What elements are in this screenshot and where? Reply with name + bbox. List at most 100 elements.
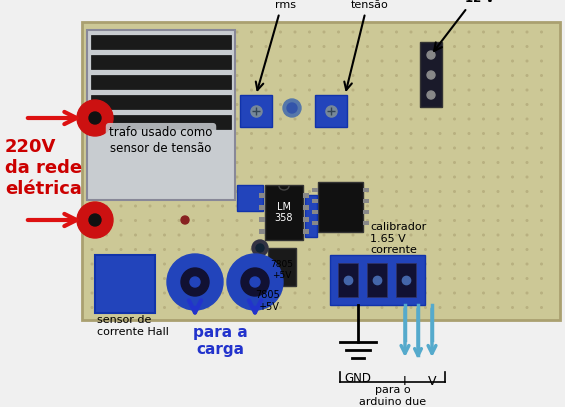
Circle shape [468,176,470,178]
Circle shape [265,89,267,91]
Circle shape [149,191,151,192]
Circle shape [221,292,223,294]
Circle shape [91,278,93,279]
Circle shape [120,31,122,33]
Text: calibrador
1.65V
tensão: calibrador 1.65V tensão [342,0,398,90]
Bar [259,193,265,198]
Circle shape [236,307,238,308]
Circle shape [454,278,455,279]
Circle shape [526,307,528,308]
Circle shape [497,234,499,236]
Bar [303,229,309,234]
Circle shape [251,46,253,47]
Circle shape [91,176,93,178]
Circle shape [265,162,267,163]
Circle shape [106,133,107,134]
Circle shape [91,104,93,105]
Circle shape [251,89,253,91]
Circle shape [497,191,499,192]
Circle shape [164,147,166,149]
Circle shape [236,46,238,47]
Circle shape [541,249,542,250]
Circle shape [308,307,310,308]
Circle shape [207,75,209,76]
Circle shape [149,75,151,76]
Circle shape [352,278,354,279]
Circle shape [280,118,281,120]
Circle shape [308,176,310,178]
Circle shape [425,89,427,91]
Circle shape [410,191,412,192]
Bar [265,185,303,240]
Bar [420,42,442,107]
Circle shape [193,278,194,279]
Circle shape [207,89,209,91]
Circle shape [207,133,209,134]
Circle shape [439,60,441,62]
Circle shape [134,307,136,308]
Circle shape [439,307,441,308]
Circle shape [483,234,484,236]
Circle shape [106,60,107,62]
Text: sensor de
corrente Hall: sensor de corrente Hall [97,315,169,337]
Circle shape [338,75,340,76]
Circle shape [367,234,368,236]
Circle shape [454,220,455,221]
Circle shape [338,234,340,236]
Circle shape [221,104,223,105]
Circle shape [149,220,151,221]
Circle shape [120,46,122,47]
Circle shape [265,263,267,265]
Circle shape [468,220,470,221]
Circle shape [91,292,93,294]
Circle shape [410,205,412,207]
Circle shape [497,133,499,134]
Circle shape [381,307,383,308]
Circle shape [120,234,122,236]
Circle shape [483,104,484,105]
Circle shape [221,89,223,91]
Circle shape [425,118,427,120]
Circle shape [265,249,267,250]
Circle shape [91,191,93,192]
Circle shape [207,307,209,308]
Circle shape [134,147,136,149]
Circle shape [280,133,281,134]
Text: Fonte de
12 V: Fonte de 12 V [434,0,509,51]
Circle shape [134,104,136,105]
Circle shape [497,104,499,105]
Circle shape [251,104,253,105]
Circle shape [120,278,122,279]
Circle shape [541,147,542,149]
Circle shape [294,278,296,279]
Circle shape [193,60,194,62]
Circle shape [439,278,441,279]
Circle shape [396,278,397,279]
Bar [259,229,265,234]
Circle shape [381,176,383,178]
Circle shape [483,249,484,250]
Circle shape [526,89,528,91]
Text: 220V
da rede
elétrica: 220V da rede elétrica [5,138,82,198]
Circle shape [236,147,238,149]
Circle shape [381,220,383,221]
Circle shape [512,46,513,47]
Circle shape [251,220,253,221]
Circle shape [120,60,122,62]
Circle shape [367,75,368,76]
Circle shape [149,205,151,207]
Circle shape [526,147,528,149]
Circle shape [352,89,354,91]
Circle shape [454,31,455,33]
Circle shape [164,31,166,33]
Circle shape [367,147,368,149]
Circle shape [193,263,194,265]
Circle shape [106,147,107,149]
Circle shape [454,307,455,308]
Circle shape [287,103,297,113]
Circle shape [178,234,180,236]
Circle shape [425,292,427,294]
Circle shape [294,31,296,33]
Circle shape [164,46,166,47]
Circle shape [251,292,253,294]
